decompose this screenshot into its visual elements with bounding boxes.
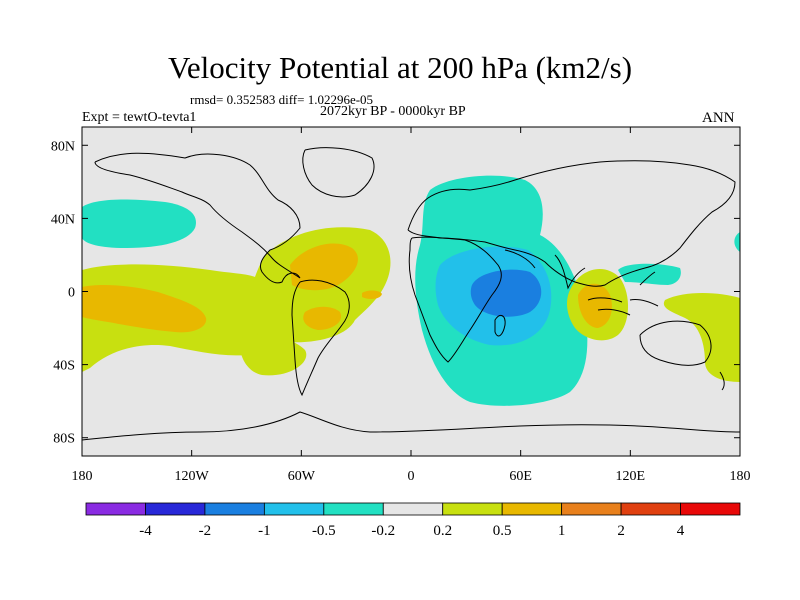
lon-label: 0 — [408, 469, 415, 484]
contour-cyan-east-asia — [618, 263, 681, 285]
colorbar-label: -4 — [139, 523, 152, 539]
contour-cyan-north-pacific — [82, 199, 196, 248]
contour-blue-core — [470, 269, 542, 317]
lat-label: 80N — [51, 139, 75, 154]
coast-greenland — [302, 147, 375, 198]
lat-label: 0 — [68, 286, 75, 301]
lat-label: 40N — [51, 212, 75, 227]
plot-area — [82, 127, 740, 456]
lat-label: 80S — [53, 432, 75, 447]
lon-label: 60E — [509, 469, 532, 484]
lon-label: 60W — [288, 469, 316, 484]
coast-antarctica — [82, 411, 740, 441]
colorbar-swatch — [204, 502, 265, 516]
lon-axis: 180 120W 60W 0 60E 120E 180 — [72, 127, 751, 484]
coast-australia — [639, 320, 712, 366]
contour-orange-maritime — [578, 283, 612, 328]
contour-orange-amazon — [303, 306, 342, 330]
colorbar-swatch — [680, 502, 741, 516]
contour-ygreen-australia — [663, 293, 740, 382]
colorbar-swatch — [323, 502, 384, 516]
colorbar-label: 0.2 — [433, 523, 452, 539]
colorbar-label: -1 — [258, 523, 271, 539]
coast-maritime-islands — [587, 271, 659, 316]
colorbar-label: -0.5 — [312, 523, 336, 539]
colorbar-swatch — [561, 502, 622, 516]
contour-orange-pacific — [82, 284, 207, 333]
lon-label: 180 — [72, 469, 93, 484]
colorbar-swatch — [85, 502, 146, 516]
coast-south-america — [291, 279, 350, 397]
coast-madagascar — [494, 314, 506, 337]
colorbar-label: 2 — [617, 523, 625, 539]
experiment-label: Expt = tewtO-tevta1 — [82, 110, 197, 125]
colorbar: -4 -2 -1 -0.5 -0.2 0.2 0.5 1 2 4 — [85, 502, 741, 539]
coast-africa — [408, 236, 502, 363]
colorbar-label: 4 — [677, 523, 685, 539]
colorbar-swatch — [501, 502, 563, 516]
colorbar-label: 0.5 — [493, 523, 512, 539]
stats-label: rmsd= 0.352583 diff= 1.02296e-05 — [190, 92, 374, 107]
contour-ygreen-central-pacific — [240, 334, 307, 376]
contour-orange-atlantic — [362, 290, 382, 299]
season-label: ANN — [702, 110, 735, 126]
contour-orange-americas — [290, 243, 358, 291]
colorbar-swatch — [620, 502, 681, 516]
coast-eurasia — [407, 160, 736, 287]
coast-north-america — [94, 152, 301, 284]
coastlines — [82, 147, 740, 441]
lon-label: 180 — [730, 469, 751, 484]
lat-label: 40S — [53, 359, 75, 374]
lon-label: 120W — [175, 469, 210, 484]
colorbar-swatch — [442, 502, 503, 516]
lat-axis: 80N 40N 0 40S 80S — [51, 139, 740, 447]
coast-new-zealand — [719, 371, 725, 391]
colorbar-label: 1 — [558, 523, 566, 539]
colorbar-swatch — [263, 502, 325, 516]
contour-cyan-east-edge — [734, 232, 740, 252]
chart-title: Velocity Potential at 200 hPa (km2/s) — [167, 50, 633, 85]
coast-arabia-india — [504, 249, 586, 290]
colorbar-label: -0.2 — [371, 523, 395, 539]
lon-label: 120E — [616, 469, 646, 484]
colorbar-label: -2 — [199, 523, 212, 539]
colorbar-swatch — [382, 502, 444, 516]
period-label: 2072kyr BP - 0000kyr BP — [320, 104, 466, 119]
colorbar-swatch — [145, 502, 206, 516]
